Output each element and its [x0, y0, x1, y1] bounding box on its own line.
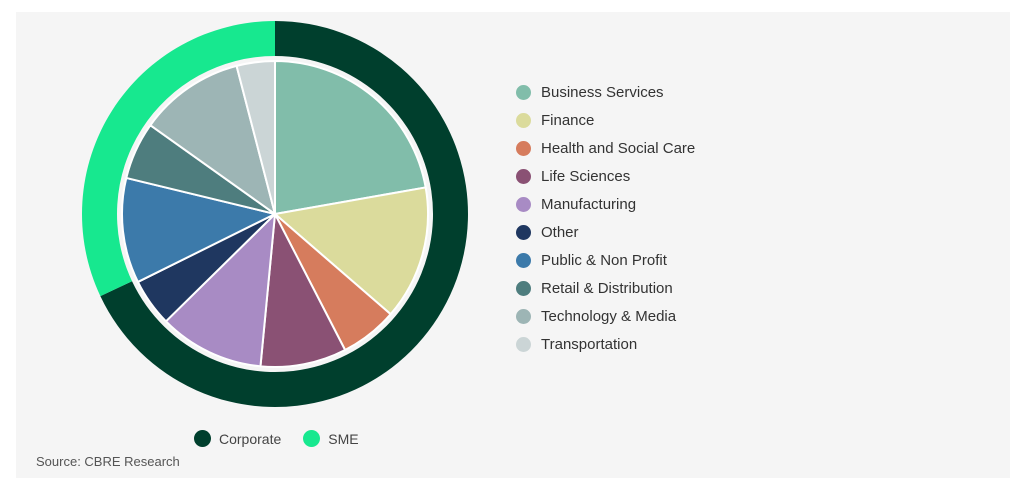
legend-swatch — [516, 280, 531, 296]
ring-legend-item-corporate[interactable]: Corporate — [194, 430, 281, 447]
legend-label: Other — [541, 223, 579, 241]
pie-legend: Business Services Finance Health and Socia… — [516, 78, 695, 358]
legend-label: Business Services — [541, 83, 664, 101]
source-note: Source: CBRE Research — [36, 454, 180, 469]
pie-slice-life-sciences — [259, 213, 347, 368]
ring-legend-label: Corporate — [219, 430, 282, 447]
legend-swatch — [516, 336, 531, 352]
legend-item-health-and-social-care[interactable]: Health and Social Care — [516, 134, 695, 162]
legend-item-manufacturing[interactable]: Manufacturing — [516, 190, 695, 218]
legend-item-life-sciences[interactable]: Life Sciences — [516, 162, 695, 190]
legend-swatch — [516, 308, 531, 324]
pie-slice-business-services — [274, 60, 427, 215]
legend-item-technology-and-media[interactable]: Technology & Media — [516, 302, 695, 330]
pie-slice-technology-and-media — [149, 64, 276, 215]
legend-item-other[interactable]: Other — [516, 218, 695, 246]
outer-ring — [81, 21, 468, 407]
legend-item-retail-and-distribution[interactable]: Retail & Distribution — [516, 274, 695, 302]
ring-legend-swatch — [303, 430, 321, 447]
pie-slice-transportation — [235, 60, 276, 215]
chart-panel: Business Services Finance Health and Socia… — [16, 12, 1010, 478]
pie-slice-public-and-non-profit — [121, 176, 276, 283]
legend-swatch — [516, 196, 531, 212]
legend-swatch — [516, 140, 531, 156]
legend-label: Technology & Media — [541, 307, 677, 325]
inner-pie — [121, 60, 429, 368]
legend-swatch — [516, 252, 531, 268]
legend-item-public-and-non-profit[interactable]: Public & Non Profit — [516, 246, 695, 274]
legend-label: Finance — [541, 111, 595, 129]
legend-swatch — [516, 84, 531, 100]
legend-label: Manufacturing — [541, 195, 637, 213]
ring-legend-label: SME — [328, 430, 359, 447]
legend-swatch — [516, 168, 531, 184]
pie-slice-finance — [274, 186, 429, 316]
legend-label: Transportation — [541, 335, 638, 353]
legend-swatch — [516, 224, 531, 240]
ring-legend-swatch — [194, 430, 211, 447]
ring-legend: Corporate SME — [194, 430, 381, 447]
ring-segment-sme — [81, 21, 275, 297]
ring-legend-item-sme[interactable]: SME — [303, 430, 359, 447]
legend-label: Health and Social Care — [541, 139, 696, 157]
legend-item-finance[interactable]: Finance — [516, 106, 695, 134]
pie-slice-manufacturing — [164, 213, 276, 368]
legend-item-transportation[interactable]: Transportation — [516, 330, 695, 358]
chart-canvas — [81, 21, 468, 407]
legend-label: Public & Non Profit — [541, 251, 667, 269]
legend-label: Life Sciences — [541, 167, 631, 185]
legend-item-business-services[interactable]: Business Services — [516, 78, 695, 106]
legend-swatch — [516, 112, 531, 128]
legend-label: Retail & Distribution — [541, 279, 673, 297]
